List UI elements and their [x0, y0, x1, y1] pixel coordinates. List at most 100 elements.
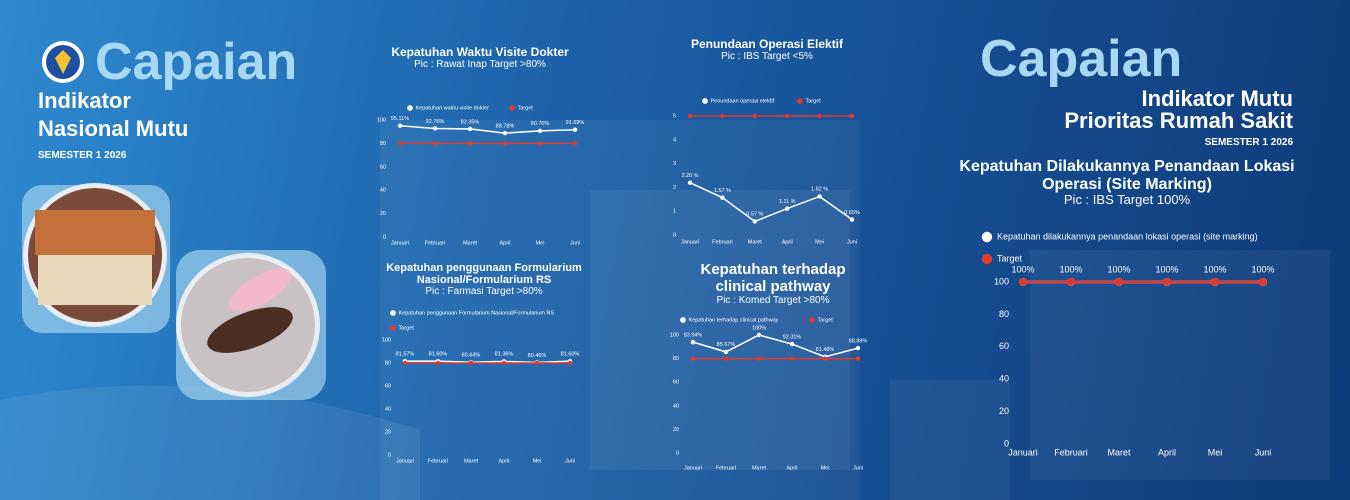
data-point — [537, 128, 543, 134]
legend-label: Target — [399, 325, 415, 331]
data-point — [687, 180, 693, 185]
y-tick-label: 100 — [670, 332, 679, 338]
data-label: 100% — [1203, 265, 1226, 275]
data-point — [567, 360, 573, 366]
data-label: 81.57% — [396, 351, 415, 357]
data-label: 88.89% — [849, 338, 868, 344]
data-point — [720, 195, 725, 200]
y-tick-label: 60 — [380, 164, 386, 170]
header-line: Indikator Mutu — [1141, 86, 1293, 111]
data-point — [849, 217, 855, 222]
chart-title: Kepatuhan Dilakukannya Penandaan Lokasi … — [959, 158, 1295, 193]
data-label: 92.31% — [783, 334, 802, 340]
x-tick-label: Maret — [1107, 447, 1131, 457]
legend-marker — [407, 105, 413, 111]
data-point — [435, 360, 441, 366]
y-tick-label: 60 — [385, 383, 391, 389]
y-tick-label: 80 — [673, 356, 679, 362]
data-point — [537, 141, 543, 146]
chart-subtitle: Pic : IBS Target <5% — [721, 51, 813, 63]
x-tick-label: Juni — [847, 239, 857, 245]
data-point — [1259, 278, 1267, 286]
data-point — [752, 219, 757, 224]
data-label: 80.64% — [462, 353, 481, 359]
y-tick-label: 60 — [999, 341, 1009, 351]
legend-label: Kepatuhan terhadap clinical pathway — [689, 317, 779, 323]
data-point — [397, 123, 403, 128]
data-label: 100% — [752, 325, 766, 331]
chart-heading: Kepatuhan Waktu Visite Dokter Pic : Rawat… — [360, 45, 600, 70]
y-tick-label: 0 — [1004, 438, 1009, 448]
data-point — [687, 113, 693, 119]
header-line: Nasional Mutu — [38, 116, 189, 141]
chart-heading: Kepatuhan penggunaan Formularium Nasiona… — [377, 262, 592, 297]
data-label: 2.20 % — [681, 173, 698, 179]
data-point — [432, 141, 438, 146]
y-tick-label: 3 — [673, 161, 676, 167]
x-tick-label: April — [498, 458, 509, 464]
data-label: 100% — [1011, 265, 1034, 275]
y-tick-label: 1 — [673, 209, 676, 215]
y-tick-label: 100 — [994, 276, 1009, 286]
x-tick-label: Mei — [821, 465, 830, 471]
data-label: 92.35% — [461, 119, 480, 125]
y-tick-label: 0 — [388, 452, 391, 458]
x-tick-label: Mei — [533, 458, 542, 464]
series-line — [399, 124, 576, 134]
data-label: 95.11% — [391, 116, 409, 122]
legend-marker — [797, 98, 803, 104]
legend-label: Kepatuhan penggunaan Formularium Nasiona… — [399, 310, 555, 316]
series-line — [692, 334, 859, 358]
data-point — [723, 356, 729, 361]
data-label: 91.69% — [566, 120, 585, 126]
x-tick-label: Maret — [748, 239, 763, 245]
data-point — [785, 113, 790, 119]
y-tick-label: 40 — [673, 403, 679, 409]
chart-title: Penundaan Operasi Elektif — [690, 37, 844, 51]
x-tick-label: Januari — [396, 458, 414, 464]
legend-marker — [390, 310, 396, 316]
y-tick-label: 40 — [999, 374, 1009, 384]
legend-marker — [981, 231, 993, 243]
y-tick-label: 80 — [999, 309, 1009, 319]
x-tick-label: Mei — [536, 240, 545, 246]
y-tick-label: 4 — [673, 137, 676, 143]
data-label: 92.76% — [426, 119, 445, 125]
data-point — [789, 341, 795, 347]
data-point — [723, 349, 729, 355]
header-line: Prioritas Rumah Sakit — [1064, 108, 1293, 133]
x-tick-label: Juni — [565, 458, 575, 464]
data-label: 81.60% — [561, 351, 580, 357]
x-tick-label: April — [786, 465, 797, 471]
legend-label: Target — [997, 253, 1023, 263]
legend-marker — [809, 317, 815, 323]
data-label: 81.48% — [816, 347, 835, 353]
legend-label: Kepatuhan waktu visite dokter — [416, 105, 490, 111]
data-label: 0.65% — [844, 210, 860, 216]
y-tick-label: 0 — [676, 450, 679, 456]
data-point — [1067, 278, 1075, 286]
chart-subtitle: Pic : Komed Target >80% — [716, 295, 830, 306]
legend-label: Target — [806, 98, 822, 104]
data-label: 100% — [1059, 265, 1082, 275]
data-label: 90.70% — [531, 121, 550, 127]
x-tick-label: Februari — [425, 240, 445, 246]
series-line — [689, 181, 853, 223]
data-point — [397, 141, 403, 146]
chart-subtitle: Pic : Farmasi Target >80% — [425, 286, 543, 298]
x-tick-label: Januari — [681, 239, 699, 245]
x-tick-label: Februari — [716, 465, 736, 471]
data-point — [855, 345, 861, 351]
y-tick-label: 100 — [382, 337, 391, 343]
x-tick-label: Maret — [463, 240, 478, 246]
legend-marker — [509, 105, 515, 111]
y-tick-label: 0 — [673, 232, 676, 238]
y-tick-label: 2 — [673, 185, 676, 191]
data-point — [432, 126, 438, 131]
chart-title: Kepatuhan penggunaan Formularium Nasiona… — [386, 262, 582, 287]
y-tick-label: 20 — [380, 211, 386, 217]
x-tick-label: Januari — [391, 240, 409, 246]
data-point — [468, 360, 474, 366]
x-tick-label: Januari — [684, 465, 702, 471]
